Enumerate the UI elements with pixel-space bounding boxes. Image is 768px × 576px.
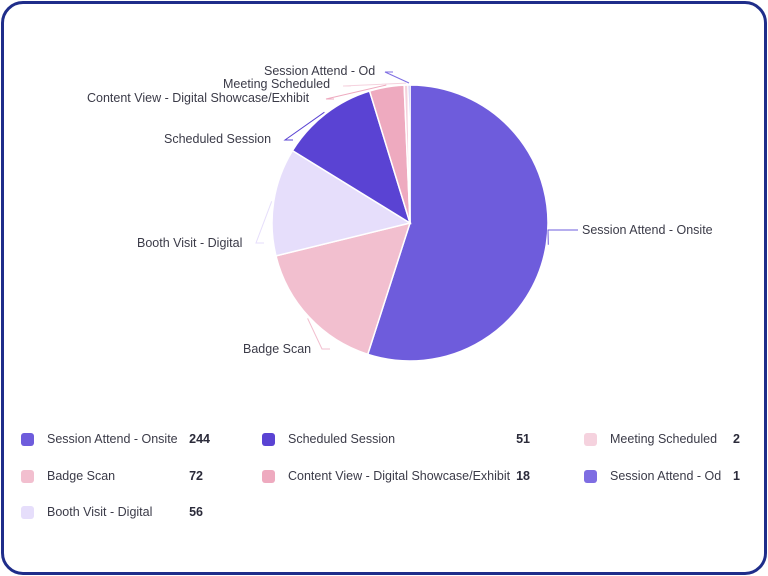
legend-label: Badge Scan [47,469,116,483]
legend-label: Session Attend - Onsite [47,432,178,446]
legend-swatch [262,469,275,483]
legend-item-booth-visit-digital[interactable]: Booth Visit - Digital [21,502,152,522]
pie-slice-session-attend-onsite[interactable] [366,84,549,362]
leader-line [283,111,325,141]
legend-swatch [21,432,34,446]
legend-swatch [262,432,275,446]
legend-swatch [21,469,34,483]
legend-label: Booth Visit - Digital [47,505,153,519]
slice-label: Booth Visit - Digital [137,236,242,250]
leader-line [384,71,410,84]
slice-label: Session Attend - Od [264,64,375,78]
legend-item-scheduled-session[interactable]: Scheduled Session [262,429,395,449]
leader-line [307,318,330,350]
legend-item-session-attend-od[interactable]: Session Attend - Od [584,466,721,486]
slice-label: Meeting Scheduled [223,77,330,91]
legend-label: Scheduled Session [288,432,396,446]
slice-label: Scheduled Session [164,132,271,146]
slice-label: Badge Scan [243,342,311,356]
legend-item-badge-scan[interactable]: Badge Scan [21,466,115,486]
slice-label: Session Attend - Onsite [582,223,713,237]
pie-slice-booth-visit-digital[interactable] [271,149,412,257]
slice-label: Content View - Digital Showcase/Exhibit [87,91,310,105]
pie-slice-session-attend-od[interactable] [407,84,411,224]
legend-label: Session Attend - Od [610,469,722,483]
legend-item-meeting-scheduled[interactable]: Meeting Scheduled [584,429,717,449]
leader-line [342,82,407,87]
leader-line [255,201,273,244]
pie-slice-badge-scan[interactable] [275,221,412,356]
pie-slice-scheduled-session[interactable] [291,90,412,225]
legend-label: Content View - Digital Showcase/Exhibit [288,469,511,483]
leader-line [325,84,387,100]
legend-swatch [21,505,34,519]
legend-swatch [584,432,597,446]
legend-item-content-view[interactable]: Content View - Digital Showcase/Exhibit [262,466,510,486]
leader-line [547,229,578,245]
legend-label: Meeting Scheduled [610,432,718,446]
legend-swatch [584,469,597,483]
legend-item-session-attend-onsite[interactable]: Session Attend - Onsite [21,429,178,449]
